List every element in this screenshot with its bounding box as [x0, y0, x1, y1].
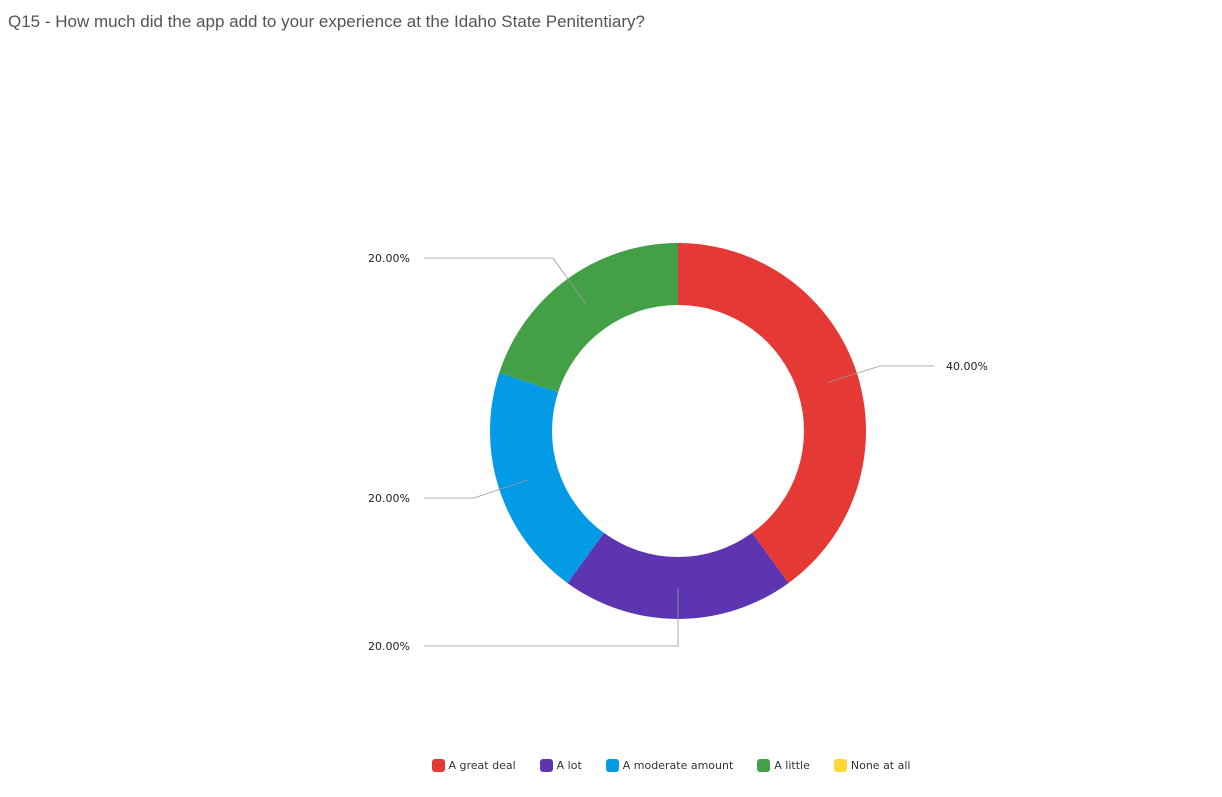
- data-label-a-great-deal: 40.00%: [946, 360, 988, 373]
- leader-line-a-great-deal: [827, 365, 934, 383]
- slice-a-great-deal[interactable]: [678, 243, 866, 584]
- legend-item-a-lot[interactable]: A lot: [539, 759, 582, 772]
- legend-swatch: [539, 759, 553, 772]
- leader-line-a-lot: [424, 588, 679, 647]
- legend-swatch: [431, 759, 445, 772]
- chart-legend: A great deal A lot A moderate amount A litt…: [0, 759, 1222, 772]
- legend-swatch: [833, 759, 847, 772]
- slice-a-moderate-amount[interactable]: [490, 372, 604, 584]
- leader-line-a-moderate-amount: [424, 479, 529, 499]
- legend-item-none-at-all[interactable]: None at all: [833, 759, 911, 772]
- legend-item-a-little[interactable]: A little: [757, 759, 810, 772]
- data-label-a-little: 20.00%: [368, 252, 410, 265]
- legend-label: A great deal: [448, 759, 516, 772]
- legend-label: A little: [774, 759, 810, 772]
- legend-swatch: [757, 759, 771, 772]
- legend-item-a-great-deal[interactable]: A great deal: [431, 759, 516, 772]
- data-label-a-lot: 20.00%: [368, 640, 410, 653]
- legend-label: A lot: [556, 759, 582, 772]
- page-title: Q15 - How much did the app add to your e…: [8, 12, 645, 31]
- legend-item-a-moderate-amount[interactable]: A moderate amount: [605, 759, 734, 772]
- legend-swatch: [605, 759, 619, 772]
- data-label-a-moderate-amount: 20.00%: [368, 492, 410, 505]
- legend-label: A moderate amount: [622, 759, 734, 772]
- legend-label: None at all: [850, 759, 911, 772]
- slice-a-lot[interactable]: [567, 532, 789, 619]
- leader-line-a-little: [424, 257, 587, 305]
- slice-a-little[interactable]: [499, 243, 678, 393]
